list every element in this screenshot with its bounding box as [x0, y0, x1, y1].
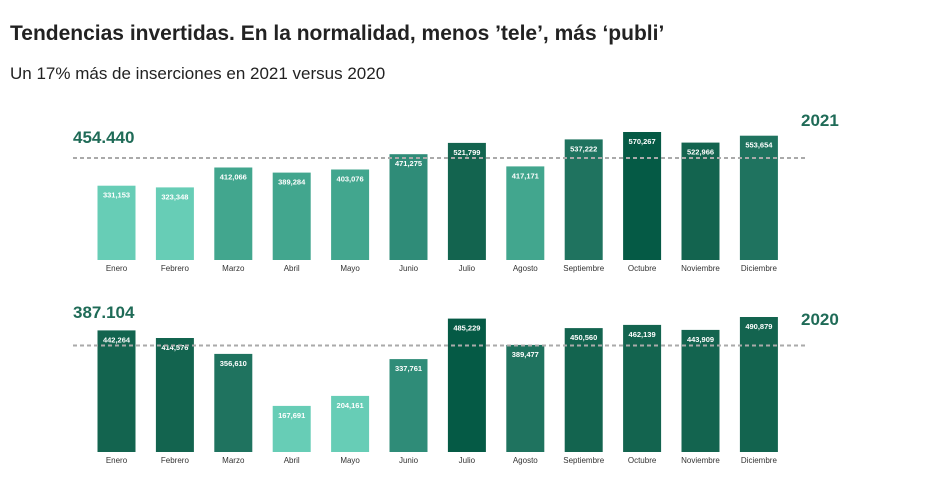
month-label: Julio: [459, 456, 476, 465]
bar-value-label: 485,229: [453, 324, 480, 333]
bar-febrero: [155, 338, 194, 452]
month-label: Octubre: [628, 456, 657, 465]
month-label: Septiembre: [563, 456, 604, 465]
bar-septiembre: [564, 139, 603, 260]
bar-septiembre: [564, 328, 603, 452]
month-label: Septiembre: [563, 264, 604, 273]
month-label: Diciembre: [741, 264, 778, 273]
average-label: 454.440: [73, 128, 135, 147]
chart-2020: 387.104 2020 442,264 Enero 414,576 Febrero 3…: [0, 295, 930, 473]
month-label: Diciembre: [741, 456, 778, 465]
bar-mayo: [331, 395, 370, 452]
bar-febrero: [155, 187, 194, 260]
month-label: Abril: [284, 264, 300, 273]
bar-value-label: 443,909: [687, 335, 714, 344]
bar-value-label: 323,348: [161, 192, 188, 201]
month-label: Agosto: [513, 264, 538, 273]
year-label: 2020: [801, 310, 839, 329]
bar-value-label: 442,264: [103, 335, 131, 344]
month-label: Marzo: [222, 456, 245, 465]
bar-agosto: [506, 166, 545, 260]
month-label: Agosto: [513, 456, 538, 465]
bar-octubre: [623, 132, 662, 260]
month-label: Junio: [399, 264, 419, 273]
bar-agosto: [506, 344, 545, 452]
bar-value-label: 412,066: [220, 173, 247, 182]
month-label: Marzo: [222, 264, 245, 273]
bar-chart-2021: 331,153 Enero 323,348 Febrero 412,066 Marzo 38…: [73, 132, 806, 273]
month-label: Junio: [399, 456, 419, 465]
bar-value-label: 414,576: [161, 343, 188, 352]
bar-junio: [389, 359, 428, 452]
bar-julio: [447, 142, 486, 260]
bar-value-label: 522,966: [687, 148, 714, 157]
bar-value-label: 417,171: [512, 171, 539, 180]
bar-junio: [389, 154, 428, 260]
bar-noviembre: [681, 329, 720, 452]
bar-value-label: 450,560: [570, 333, 597, 342]
bar-mayo: [331, 169, 370, 260]
bar-value-label: 389,477: [512, 350, 539, 359]
bar-value-label: 521,799: [453, 148, 480, 157]
page-subtitle: Un 17% más de inserciones en 2021 versus…: [10, 64, 386, 83]
bar-chart-2020: 442,264 Enero 414,576 Febrero 356,610 Marzo 16…: [73, 317, 806, 465]
bar-value-label: 490,879: [745, 322, 772, 331]
bar-julio: [447, 318, 486, 452]
average-label: 387.104: [73, 303, 135, 322]
month-label: Enero: [106, 456, 128, 465]
month-label: Noviembre: [681, 456, 720, 465]
bar-diciembre: [739, 317, 778, 452]
month-label: Mayo: [340, 456, 360, 465]
page-title: Tendencias invertidas. En la normalidad,…: [10, 22, 665, 45]
bar-abril: [272, 405, 311, 452]
bar-value-label: 403,076: [337, 175, 364, 184]
bar-diciembre: [739, 135, 778, 260]
chart-2021: 454.440 2021 331,153 Enero 323,348 Febrero 4…: [0, 100, 930, 280]
bar-abril: [272, 172, 311, 260]
month-label: Noviembre: [681, 264, 720, 273]
bar-value-label: 462,139: [629, 330, 656, 339]
month-label: Abril: [284, 456, 300, 465]
bar-enero: [97, 185, 136, 260]
month-label: Mayo: [340, 264, 360, 273]
month-label: Julio: [459, 264, 476, 273]
bar-enero: [97, 330, 136, 452]
bar-value-label: 570,267: [629, 137, 656, 146]
bar-marzo: [214, 353, 253, 452]
bar-value-label: 389,284: [278, 178, 306, 187]
bar-marzo: [214, 167, 253, 260]
bar-noviembre: [681, 142, 720, 260]
bar-value-label: 204,161: [337, 401, 364, 410]
month-label: Enero: [106, 264, 128, 273]
month-label: Febrero: [161, 264, 190, 273]
month-label: Octubre: [628, 264, 657, 273]
bar-value-label: 331,153: [103, 191, 130, 200]
bar-octubre: [623, 324, 662, 452]
bar-value-label: 167,691: [278, 411, 305, 420]
bar-value-label: 337,761: [395, 364, 422, 373]
bar-value-label: 553,654: [745, 141, 773, 150]
bar-value-label: 356,610: [220, 359, 247, 368]
bar-value-label: 471,275: [395, 159, 422, 168]
bar-value-label: 537,222: [570, 144, 597, 153]
year-label: 2021: [801, 111, 839, 130]
month-label: Febrero: [161, 456, 190, 465]
